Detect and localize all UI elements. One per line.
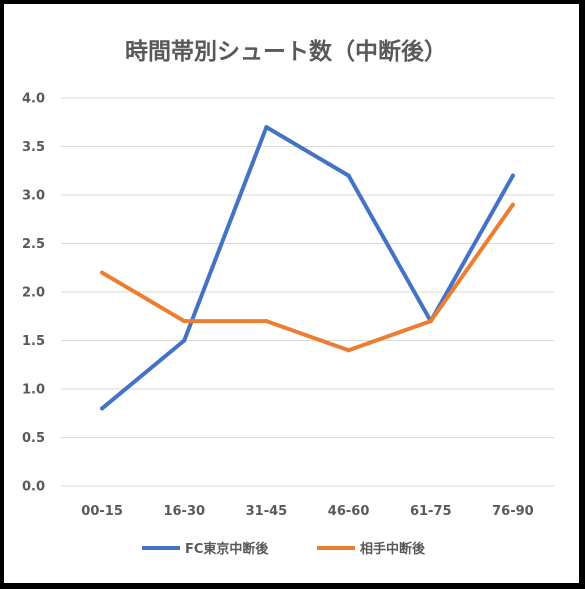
legend-label-0: FC東京中断後	[185, 541, 269, 557]
data-point	[264, 319, 269, 324]
y-tick-label: 2.5	[22, 237, 45, 252]
data-point	[346, 173, 351, 178]
data-point	[182, 338, 187, 343]
y-tick-label: 3.5	[22, 140, 45, 155]
data-point	[510, 202, 515, 207]
legend: FC東京中断後 相手中断後	[142, 541, 426, 557]
y-tick-label: 3.0	[22, 189, 45, 204]
y-tick-label: 1.5	[22, 334, 45, 349]
x-tick-label: 46-60	[328, 504, 370, 519]
legend-label-1: 相手中断後	[360, 541, 426, 557]
chart-frame: 時間帯別シュート数（中断後） 0.0 0.5 1.0 1.5 2.0 2.5 3.0 3.5 4…	[4, 4, 579, 583]
x-tick-label: 61-75	[410, 504, 452, 519]
x-tick-label: 00-15	[81, 504, 123, 519]
data-point	[264, 125, 269, 130]
y-tick-label: 4.0	[22, 92, 45, 107]
y-tick-label: 0.5	[22, 431, 45, 446]
data-point	[428, 319, 433, 324]
data-point	[510, 173, 515, 178]
series-line-0	[100, 125, 515, 411]
chart-title: 時間帯別シュート数（中断後）	[125, 38, 447, 65]
data-point	[100, 270, 105, 275]
x-tick-label: 31-45	[246, 504, 288, 519]
y-axis-tick-labels: 0.0 0.5 1.0 1.5 2.0 2.5 3.0 3.5 4.0	[22, 92, 45, 495]
x-tick-label: 76-90	[492, 504, 534, 519]
x-axis-tick-labels: 00-15 16-30 31-45 46-60 61-75 76-90	[81, 504, 533, 519]
data-point	[182, 319, 187, 324]
x-tick-label: 16-30	[163, 504, 205, 519]
y-tick-label: 0.0	[22, 480, 45, 495]
series-lines	[100, 125, 515, 411]
gridlines	[61, 97, 554, 487]
data-point	[346, 348, 351, 353]
data-point	[100, 406, 105, 411]
y-tick-label: 2.0	[22, 286, 45, 301]
y-tick-label: 1.0	[22, 383, 45, 398]
series-line-1	[100, 202, 515, 353]
line-chart: 時間帯別シュート数（中断後） 0.0 0.5 1.0 1.5 2.0 2.5 3.0 3.5 4…	[22, 38, 554, 557]
